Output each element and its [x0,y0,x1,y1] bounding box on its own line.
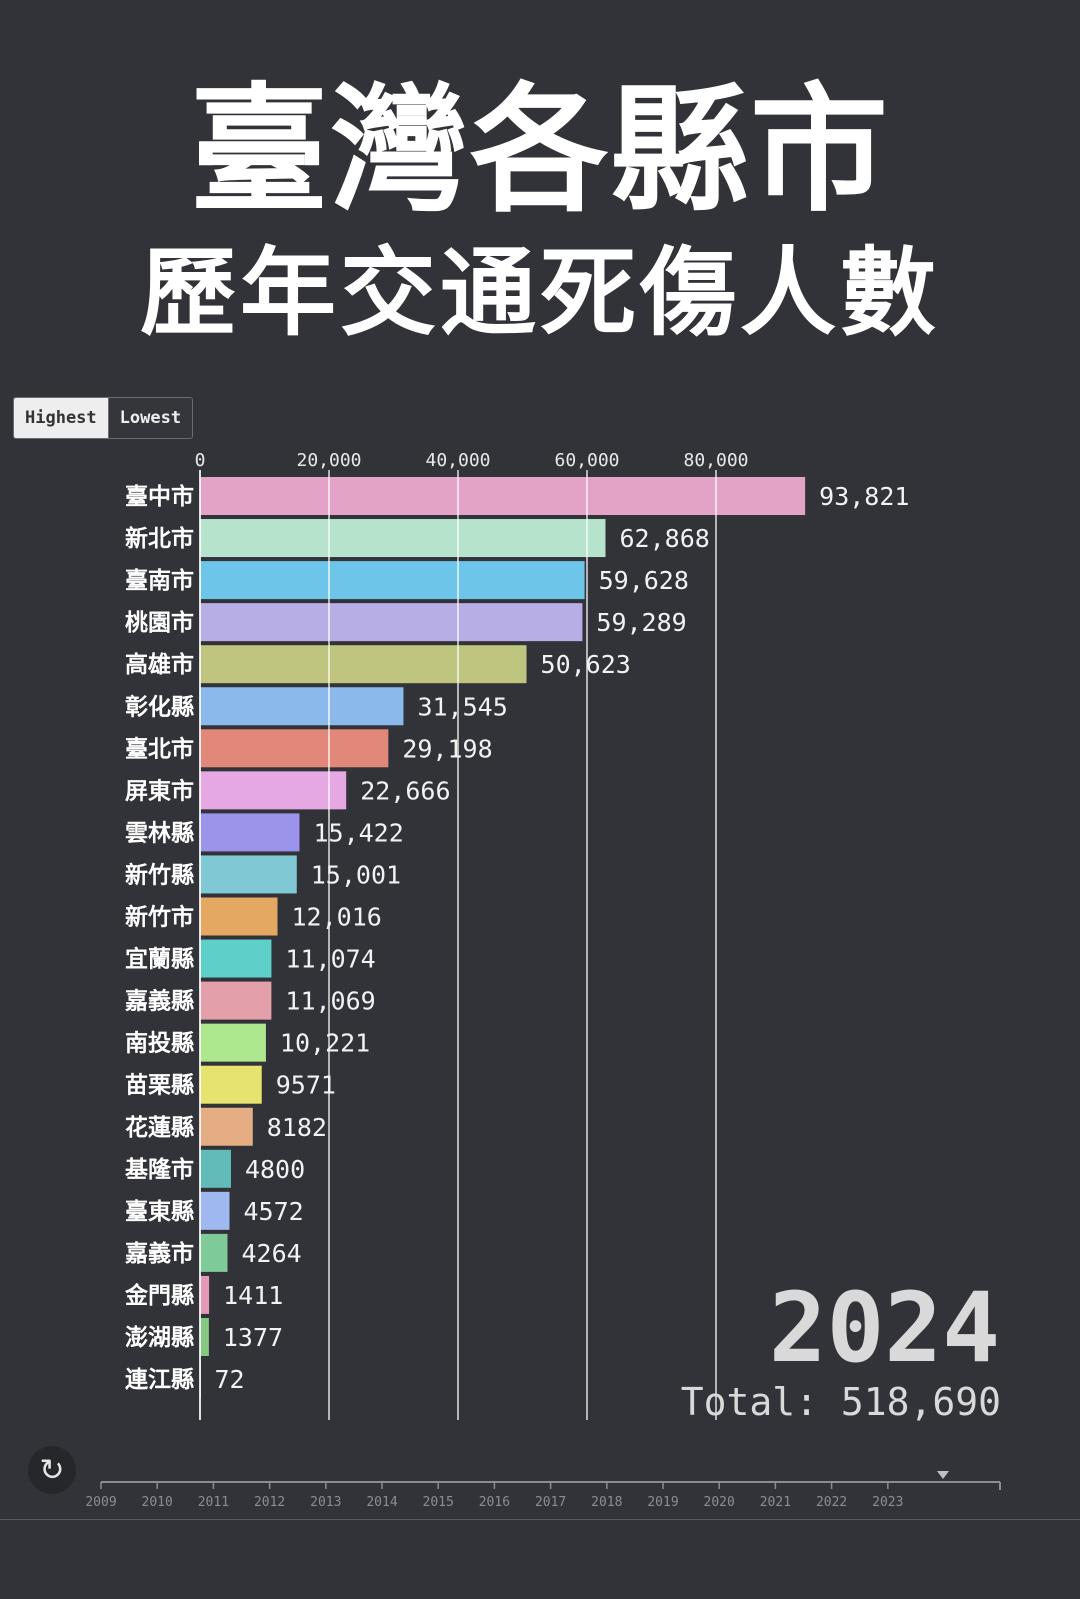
timeline-year-label[interactable]: 2020 [704,1495,735,1510]
category-label: 嘉義市 [125,1240,194,1267]
timeline-year-label[interactable]: 2009 [85,1495,116,1510]
timeline-year-label[interactable]: 2015 [423,1495,454,1510]
value-label: 1377 [223,1323,283,1352]
value-label: 31,545 [417,692,507,721]
value-label: 62,868 [619,524,709,553]
category-label: 新竹縣 [125,861,194,888]
timeline-year-label[interactable]: 2023 [872,1495,903,1510]
x-tick-label: 0 [195,450,206,471]
category-label: 臺東縣 [125,1199,194,1225]
value-label: 4572 [243,1197,303,1226]
current-year-label: 2024 [768,1272,1000,1384]
sort-toggle: Highest Lowest [13,397,194,439]
bar [200,939,272,978]
value-label: 15,001 [311,860,401,889]
value-label: 12,016 [292,903,382,932]
bar [200,1275,210,1314]
bar [200,687,404,726]
total-label: Total: 518,690 [680,1380,1001,1424]
bar [200,813,300,852]
timeline-year-label[interactable]: 2010 [142,1495,173,1510]
year-timeline[interactable]: 2009 2010 2011 2012 2013 2014 2015 2016 2017 2018… [0,1470,1080,1510]
timeline-year-label[interactable]: 2016 [479,1495,510,1510]
category-label: 新竹市 [125,904,194,931]
category-label: 花蓮縣 [125,1115,194,1141]
replay-icon[interactable]: ↻ [28,1446,76,1494]
value-label: 59,289 [596,608,686,637]
value-label: 9571 [276,1071,336,1100]
timeline-year-label[interactable]: 2017 [535,1495,566,1510]
timeline-year-label[interactable]: 2011 [198,1495,229,1510]
bar [200,1233,228,1272]
footer-divider [0,1519,1080,1520]
timeline-playhead-icon[interactable] [937,1471,949,1479]
value-label: 50,623 [541,650,631,679]
category-label: 屏東市 [125,777,194,804]
value-label: 11,069 [285,987,375,1016]
value-label: 29,198 [402,734,492,763]
timeline-year-label[interactable]: 2022 [816,1495,847,1510]
bar [200,981,272,1020]
x-tick-label: 80,000 [683,450,748,471]
bar [200,771,347,810]
x-tick-label: 40,000 [425,450,490,471]
bar [200,855,297,894]
category-label: 高雄市 [125,651,194,678]
category-label: 臺北市 [125,735,194,762]
bar [200,729,389,768]
category-label: 澎湖縣 [125,1325,194,1351]
bar [200,1318,209,1356]
sort-highest-button[interactable]: Highest [14,398,108,438]
value-label: 4800 [245,1155,305,1184]
category-label: 臺南市 [125,567,194,594]
bar [200,1107,253,1146]
value-label: 72 [214,1365,244,1394]
value-label: 1411 [223,1281,283,1310]
value-label: 15,422 [313,818,403,847]
chart-title: 臺灣各縣市 [189,68,890,231]
bar [200,603,583,642]
x-tick-label: 20,000 [296,450,361,471]
category-label: 桃園市 [125,609,194,636]
chart-subtitle: 歷年交通死傷人數 [140,236,940,349]
timeline-year-label[interactable]: 2019 [647,1495,678,1510]
timeline-year-label[interactable]: 2021 [760,1495,791,1510]
category-label: 南投縣 [125,1031,194,1057]
bar [200,477,806,515]
category-label: 雲林縣 [125,819,194,846]
value-label: 93,821 [819,482,909,511]
timeline-year-label[interactable]: 2018 [591,1495,622,1510]
bar [200,561,585,600]
timeline-year-label[interactable]: 2013 [310,1495,341,1510]
value-label: 59,628 [599,566,689,595]
bar [200,1023,266,1062]
category-label: 臺中市 [125,483,194,510]
bar [200,897,278,936]
value-label: 8182 [267,1113,327,1142]
bar [200,1149,231,1188]
value-label: 10,221 [280,1029,370,1058]
sort-lowest-button[interactable]: Lowest [107,398,193,438]
category-label: 宜蘭縣 [125,946,194,973]
value-label: 11,074 [285,945,375,974]
value-label: 4264 [242,1239,302,1268]
category-label: 苗栗縣 [125,1073,194,1099]
bar [200,1065,262,1104]
category-label: 彰化縣 [125,693,194,720]
category-label: 基隆市 [125,1156,194,1183]
category-label: 金門縣 [124,1282,194,1309]
category-label: 嘉義縣 [125,988,194,1015]
bar [200,645,527,684]
bar-chart: 0 20,000 40,000 60,000 80,000 臺中市 93,821 新北市 62,… [124,450,909,1420]
value-label: 22,666 [360,776,450,805]
bar [200,519,606,558]
bar [200,1191,230,1230]
category-label: 連江縣 [125,1367,194,1393]
x-tick-label: 60,000 [554,450,619,471]
category-label: 新北市 [125,525,194,552]
timeline-year-label[interactable]: 2014 [366,1495,397,1510]
timeline-year-label[interactable]: 2012 [254,1495,285,1510]
